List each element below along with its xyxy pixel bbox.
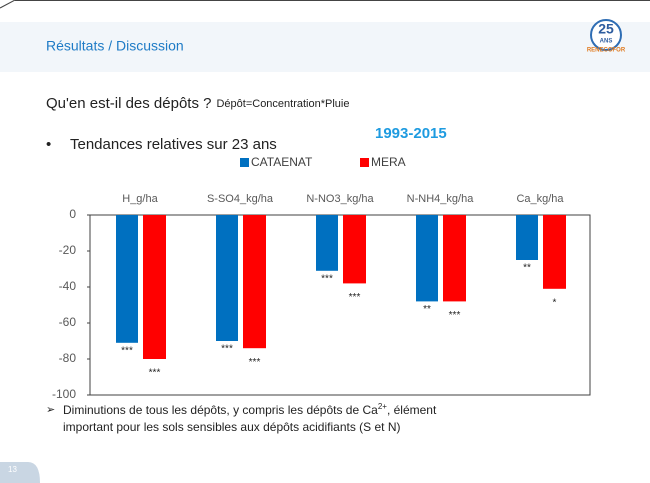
y-tick-label: -60 [59,315,77,329]
significance-label: *** [121,345,133,356]
logo: 25 ANS RENECOFOR [587,19,626,54]
category-label: S-SO4_kg/ha [207,193,274,205]
footer-line-2: important pour les sols sensibles aux dé… [63,420,401,434]
logo-number: 25 [598,21,614,37]
logo-ans: ANS [600,39,613,45]
y-tick-label: -80 [59,351,77,365]
significance-label: *** [249,357,261,368]
page-number: 13 [8,465,17,474]
significance-label: ** [423,304,431,315]
plot-frame [89,214,591,396]
category-label: N-NO3_kg/ha [306,193,374,205]
category-label: Ca_kg/ha [516,193,564,205]
bar [243,215,266,349]
question: Qu'en est-il des dépôts ? Dépôt=Concentra… [46,95,349,112]
footer-text: , élément [387,403,437,417]
corner-line [0,0,16,9]
footer-superscript: 2+ [378,402,387,411]
footer-text: Diminutions de tous les dépôts, y compri… [63,403,378,417]
legend-label: CATAENAT [251,155,313,169]
question-note: Dépôt=Concentration*Pluie [216,98,349,110]
legend-swatch [360,158,369,167]
bullet-text: Tendances relatives sur 23 ans [70,136,277,153]
significance-label: *** [221,344,233,355]
bullet: • [46,136,51,153]
logo-ring [590,19,622,51]
significance-label: *** [321,273,333,284]
y-tick-label: 0 [69,207,76,221]
significance-label: * [553,297,557,308]
header-title: Résultats / Discussion [46,38,184,54]
bar [543,215,566,289]
legend-label: MERA [371,155,406,169]
significance-label: *** [349,292,361,303]
category-label: H_g/ha [122,193,158,205]
page-corner [0,462,40,483]
bar [516,215,538,260]
significance-label: ** [523,263,531,274]
bar [343,215,366,284]
legend-swatch [240,158,249,167]
significance-label: *** [149,368,161,379]
bar [443,215,466,302]
header-band [0,22,650,72]
y-tick-label: -40 [59,279,77,293]
bar [216,215,238,341]
bar [316,215,338,271]
bar [416,215,438,302]
significance-label: *** [449,310,461,321]
footer-line-1: Diminutions de tous les dépôts, y compri… [63,402,437,417]
y-tick-label: -20 [59,243,77,257]
category-label: N-NH4_kg/ha [407,193,475,205]
period: 1993-2015 [375,125,447,142]
footer-arrow: ➢ [46,404,55,416]
bar [116,215,138,343]
question-text: Qu'en est-il des dépôts ? [46,95,211,112]
logo-name: RENECOFOR [587,48,626,54]
bar [143,215,166,359]
y-tick-label: -100 [52,387,76,401]
